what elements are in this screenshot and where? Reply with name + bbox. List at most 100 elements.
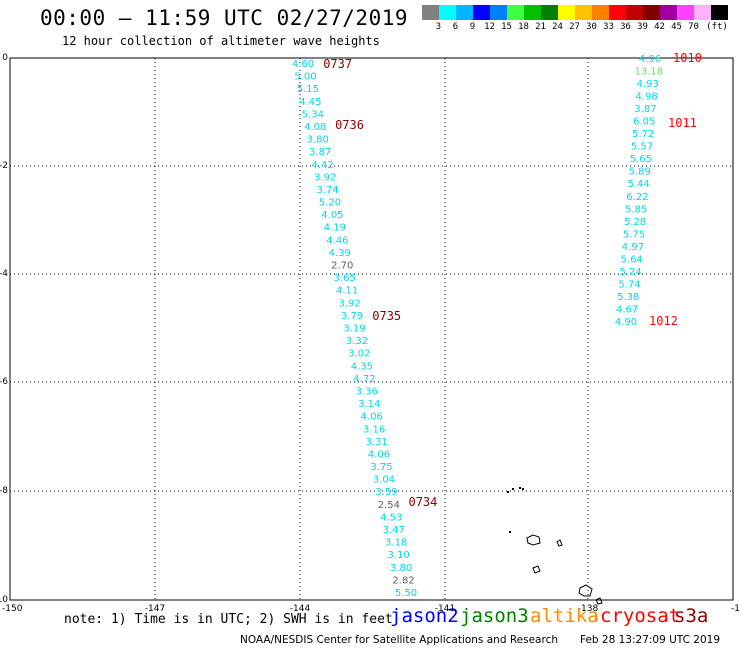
colorbar-swatch <box>660 5 677 20</box>
colorbar-swatch <box>626 5 643 20</box>
satellite-jason3: jason3 <box>460 605 529 627</box>
wave-height-label: 5.74 <box>618 279 640 290</box>
map-subtitle: 12 hour collection of altimeter wave hei… <box>62 34 380 48</box>
wave-height-label: 4.46 <box>326 235 348 246</box>
y-tick-label: -10 <box>0 595 8 605</box>
colorbar-swatch <box>677 5 694 20</box>
wave-height-label: 3.80 <box>307 135 329 146</box>
colorbar-label: 12 <box>484 22 495 32</box>
island-outline <box>595 597 603 605</box>
map-frame <box>9 57 734 601</box>
wave-height-label: 4.96 <box>639 54 661 65</box>
wave-height-label: 4.11 <box>336 286 358 297</box>
satellite-jason2: jason2 <box>390 605 459 627</box>
credit-organization: NOAA/NESDIS Center for Satellite Applica… <box>240 634 558 646</box>
wave-height-label: 3.92 <box>314 172 336 183</box>
colorbar-swatch <box>541 5 558 20</box>
wave-height-label: 4.45 <box>299 97 321 108</box>
wave-height-label: 5.20 <box>319 198 341 209</box>
wave-height-label: 4.90 <box>615 317 637 328</box>
wave-height-label: 3.47 <box>383 525 405 536</box>
satellite-s3a: s3a <box>674 605 709 627</box>
colorbar-label: 6 <box>452 22 459 32</box>
colorbar-swatch <box>609 5 626 20</box>
island-dot <box>519 487 521 489</box>
wave-height-label: 13.18 <box>635 67 664 78</box>
wave-height-label: 4.08 <box>304 122 326 133</box>
colorbar-label: 18 <box>518 22 529 32</box>
y-tick-label: -6 <box>0 377 8 387</box>
wave-height-label: 2.70 <box>331 261 353 272</box>
wave-height-label: 3.18 <box>385 538 407 549</box>
wave-height-label: 4.93 <box>637 79 659 90</box>
x-tick-label: -141 <box>435 604 455 614</box>
wave-height-label: 3.65 <box>334 273 356 284</box>
colorbar-swatch <box>422 5 439 20</box>
colorbar-label: 21 <box>535 22 546 32</box>
wave-height-label: 3.79 <box>341 311 363 322</box>
wave-height-label: 4.97 <box>622 242 644 253</box>
wave-height-label: 3.74 <box>316 185 338 196</box>
colorbar-label: 9 <box>469 22 476 32</box>
wave-height-label: 3.19 <box>343 324 365 335</box>
wave-height-label: 2.54 <box>378 500 400 511</box>
colorbar-label: (ft) <box>706 22 728 32</box>
colorbar-swatch <box>711 5 728 20</box>
wave-height-label: 5.28 <box>624 217 646 228</box>
colorbar-swatch <box>575 5 592 20</box>
colorbar-label: 36 <box>620 22 631 32</box>
x-tick-label: -150 <box>2 604 23 614</box>
x-tick-label: -13 <box>731 604 740 614</box>
wave-height-label: 5.34 <box>302 109 324 120</box>
island-outline <box>526 534 541 546</box>
colorbar-swatch <box>507 5 524 20</box>
island-outline <box>532 565 541 574</box>
y-tick-label: 0 <box>2 53 8 63</box>
colorbar-label: 27 <box>569 22 580 32</box>
wave-height-label: 5.65 <box>630 154 652 165</box>
wave-height-label: 3.02 <box>348 349 370 360</box>
wave-height-label: 4.42 <box>311 160 333 171</box>
colorbar-swatch <box>558 5 575 20</box>
wave-height-label: 4.06 <box>361 412 383 423</box>
satellite-cryosat: cryosat <box>600 605 681 627</box>
wave-height-label: 4.67 <box>616 304 638 315</box>
colorbar-swatch <box>694 5 711 20</box>
wave-height-label: 3.59 <box>375 487 397 498</box>
time-label: 1011 <box>668 116 697 130</box>
y-tick-label: -8 <box>0 486 8 496</box>
wave-height-label: 3.16 <box>363 424 385 435</box>
wave-height-label: 3.87 <box>309 147 331 158</box>
colorbar-label: 3 <box>435 22 442 32</box>
colorbar-swatch <box>456 5 473 20</box>
wave-height-label: 4.60 <box>292 59 314 70</box>
wave-height-label: 3.75 <box>370 462 392 473</box>
wave-height-colorbar <box>422 5 728 20</box>
colorbar-label: 30 <box>586 22 597 32</box>
x-tick-label: -147 <box>145 604 165 614</box>
colorbar-label: 70 <box>688 22 699 32</box>
wave-height-label: 5.24 <box>619 267 641 278</box>
wave-height-label: 5.00 <box>294 72 316 83</box>
time-label: 0737 <box>323 57 352 71</box>
wave-height-label: 5.75 <box>623 229 645 240</box>
wave-height-label: 5.38 <box>617 292 639 303</box>
wave-height-label: 3.31 <box>365 437 387 448</box>
island-dot <box>512 488 514 490</box>
wave-height-label: 3.36 <box>356 386 378 397</box>
wave-height-label: 6.22 <box>626 192 648 203</box>
wave-height-label: 5.64 <box>621 254 643 265</box>
wave-height-label: 4.98 <box>635 92 657 103</box>
wave-height-label: 4.39 <box>329 248 351 259</box>
wave-height-label: 5.15 <box>297 84 319 95</box>
colorbar-swatch <box>524 5 541 20</box>
wave-height-label: 4.35 <box>351 361 373 372</box>
y-tick-label: -4 <box>0 269 8 279</box>
colorbar-label: 15 <box>501 22 512 32</box>
wave-height-label: 5.50 <box>395 588 417 599</box>
colorbar-swatch <box>643 5 660 20</box>
time-label: 0736 <box>335 118 364 132</box>
time-label: 1010 <box>673 51 702 65</box>
x-tick-label: -144 <box>290 604 311 614</box>
wave-height-label: 4.72 <box>353 374 375 385</box>
